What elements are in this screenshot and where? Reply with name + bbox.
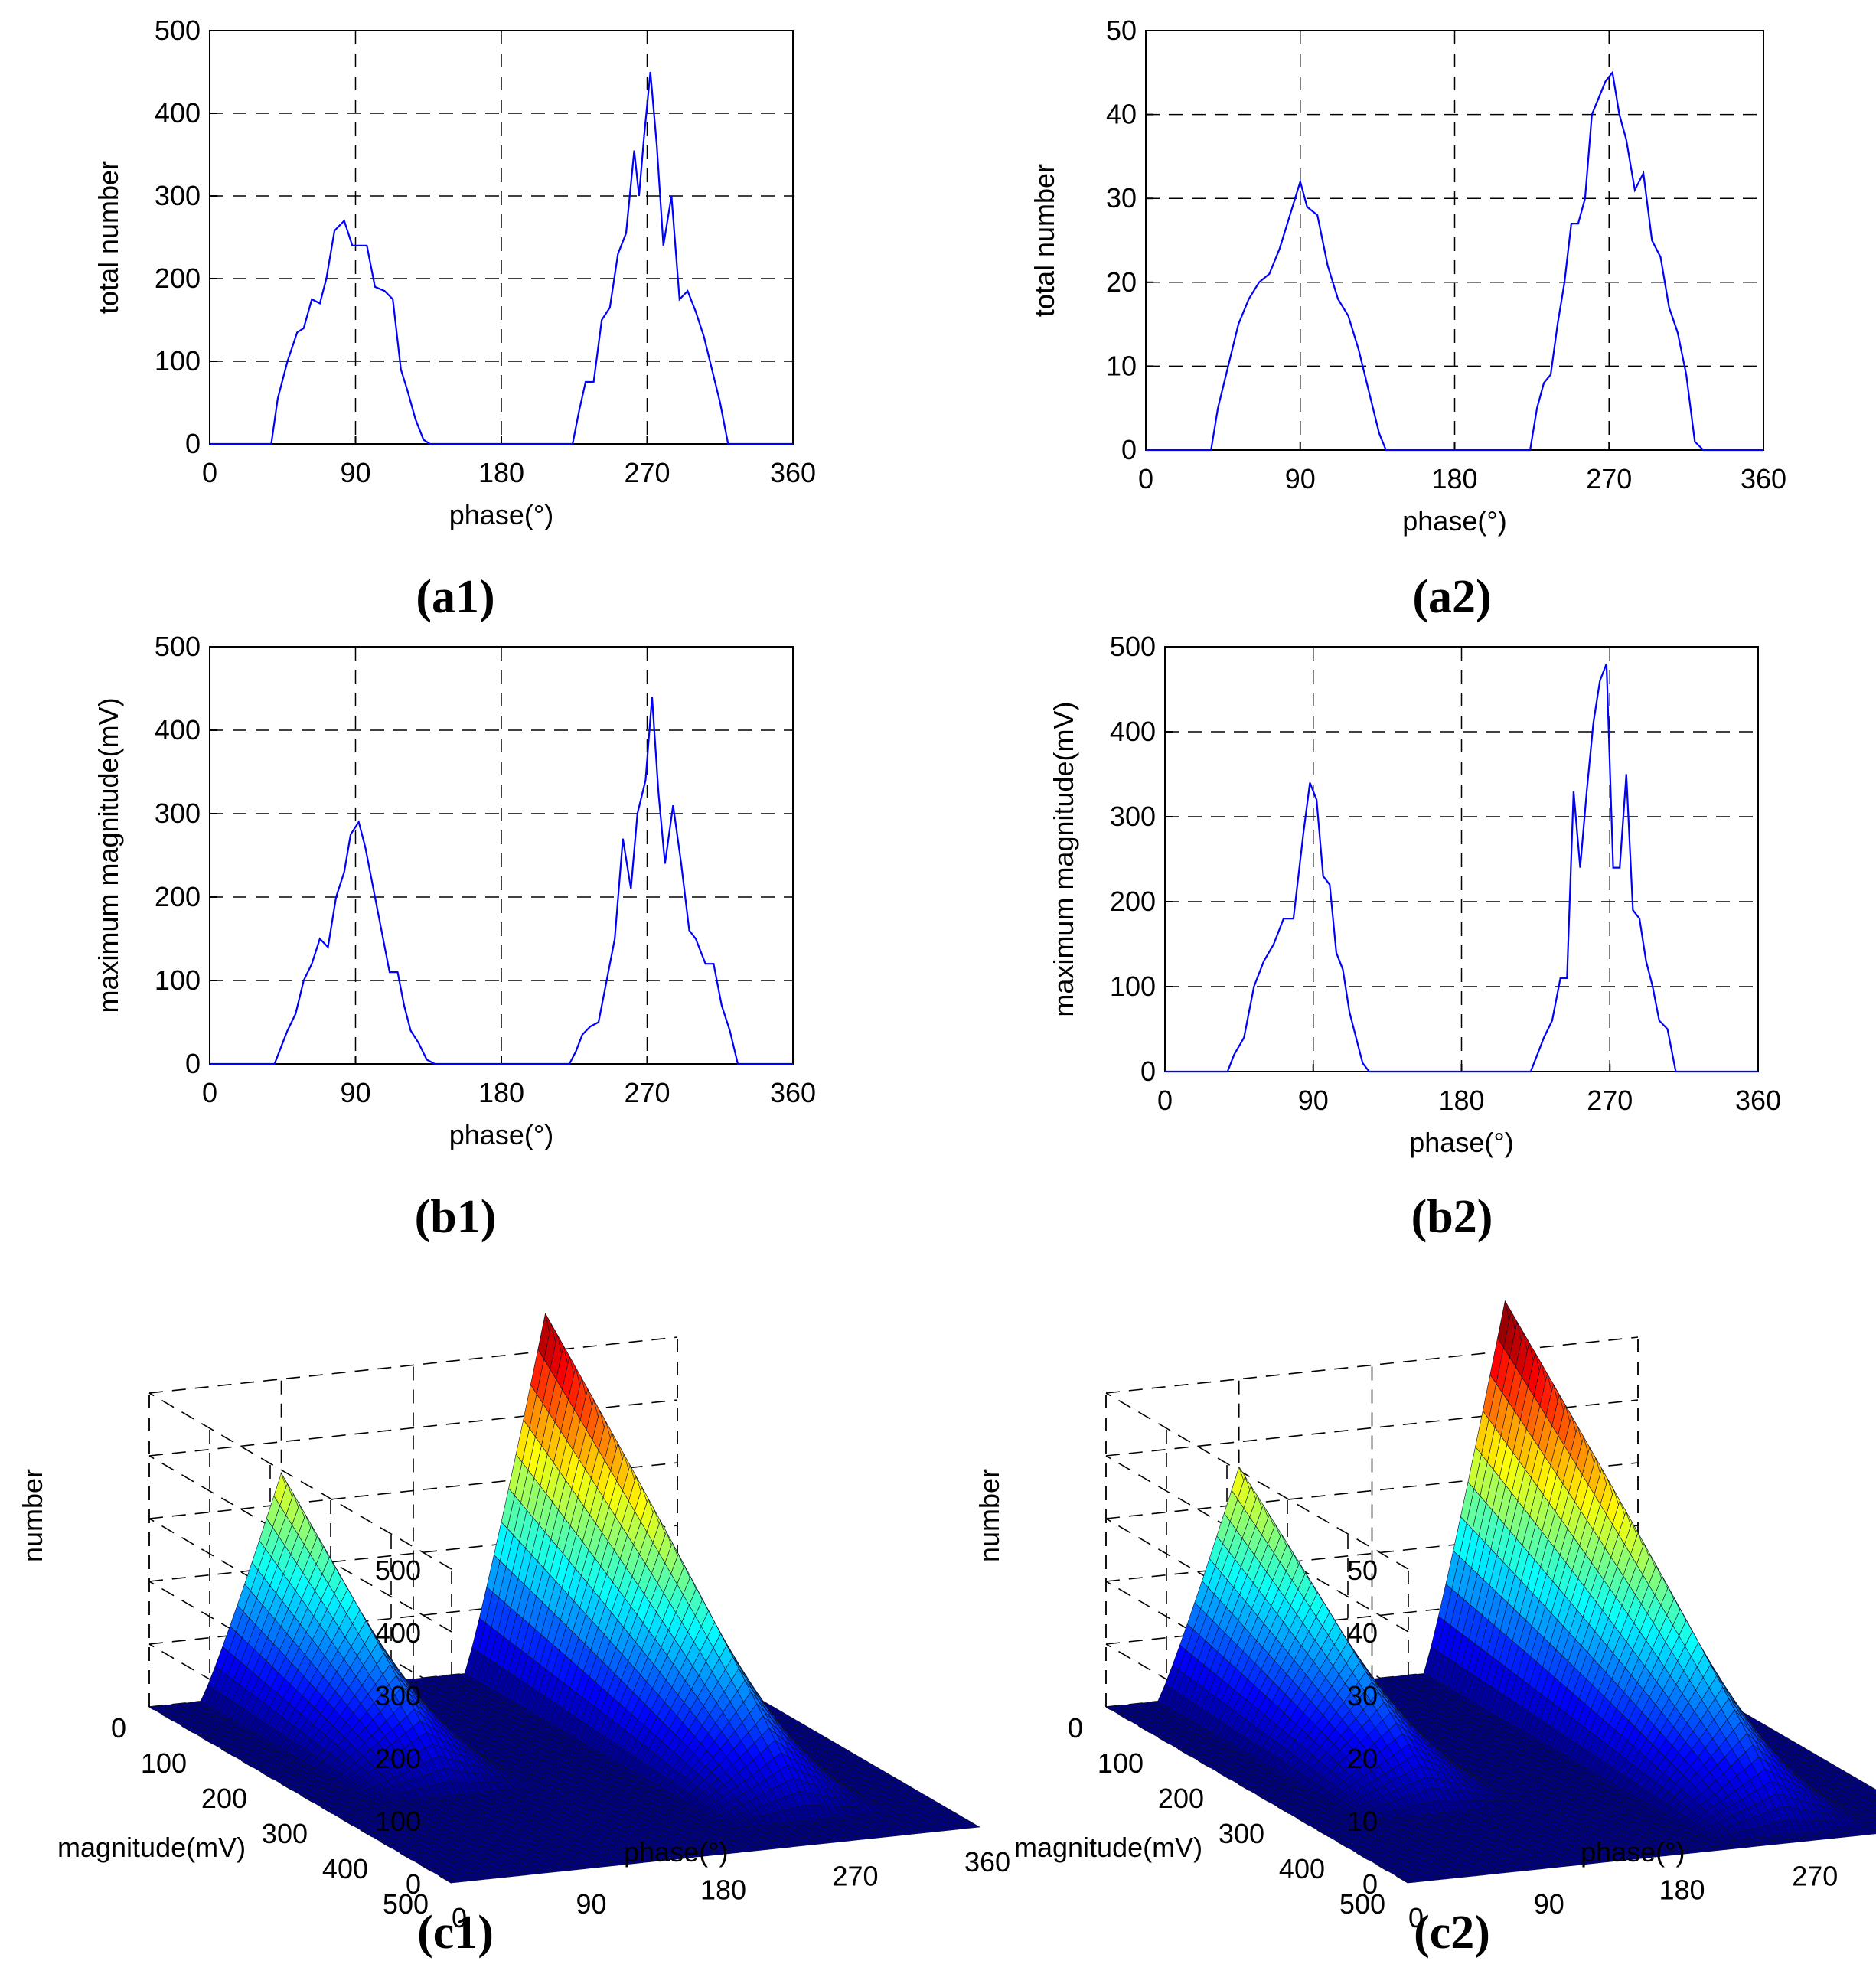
- x-tick-label: 180: [1431, 463, 1477, 494]
- x-tick-label: 90: [340, 457, 370, 488]
- magnitude-tick-label: 200: [201, 1783, 247, 1814]
- grid-line-z-left: [148, 1392, 452, 1570]
- y-tick-label: 10: [1106, 350, 1137, 381]
- z-axis-label: number: [17, 1469, 48, 1562]
- y-tick-label: 500: [155, 15, 201, 46]
- x-tick-label: 360: [770, 1077, 816, 1108]
- grid-line-z-back: [1105, 1336, 1639, 1394]
- y-tick-label: 400: [155, 714, 201, 746]
- magnitude-tick-label: 100: [141, 1747, 187, 1779]
- y-tick-label: 400: [155, 97, 201, 129]
- y-axis-label: maximum magnitude(mV): [1048, 701, 1079, 1016]
- magnitude-tick-label: 0: [111, 1712, 126, 1744]
- x-tick-label: 180: [478, 1077, 524, 1108]
- z-tick-label: 300: [375, 1680, 421, 1711]
- x-tick-label: 270: [1587, 1085, 1633, 1116]
- y-tick-label: 0: [185, 428, 201, 459]
- panel-label: (a2): [1412, 571, 1491, 623]
- series-line: [210, 697, 793, 1065]
- grid-line-z-back: [148, 1336, 678, 1394]
- chart-a2: 0 10 20 30 40 50 0 90 180 270 360 phase(°) total num…: [1029, 15, 1786, 623]
- y-tick-label: 200: [1110, 886, 1156, 917]
- y-tick-label: 100: [155, 964, 201, 996]
- x-tick-label: 90: [340, 1077, 370, 1108]
- panel-label: (b1): [415, 1191, 497, 1243]
- y-axis-label: total number: [93, 161, 124, 314]
- magnitude-tick-label: 300: [262, 1818, 308, 1849]
- y-tick-label: 200: [155, 263, 201, 294]
- grid-line-z-left: [148, 1518, 452, 1695]
- z-tick-label: 400: [375, 1617, 421, 1649]
- y-axis-label: maximum magnitude(mV): [93, 697, 124, 1013]
- x-axis-label: phase(°): [1409, 1127, 1513, 1158]
- x-tick-label: 0: [1138, 463, 1153, 494]
- panel-label: (b2): [1411, 1191, 1493, 1243]
- x-tick-label: 0: [202, 457, 217, 488]
- chart-a1: 0 100 200 300 400 500 0 90 180 270 360 phase(°) tota…: [93, 15, 816, 623]
- x-tick-label: 360: [1741, 463, 1786, 494]
- y-tick-label: 0: [1121, 434, 1137, 465]
- x-axis-label: phase(°): [449, 1119, 553, 1150]
- y-tick-label: 400: [1110, 716, 1156, 747]
- panel-label: (a1): [416, 571, 494, 623]
- phase-tick-label: 90: [576, 1888, 606, 1920]
- x-axis-label: phase(°): [1402, 505, 1506, 537]
- y-tick-label: 100: [1110, 971, 1156, 1002]
- magnitude-tick-label: 400: [322, 1853, 368, 1884]
- phase-tick-label: 270: [832, 1860, 878, 1891]
- y-tick-label: 50: [1106, 15, 1137, 46]
- x-tick-label: 180: [1438, 1085, 1484, 1116]
- z-tick-label: 100: [375, 1806, 421, 1837]
- y-tick-label: 0: [185, 1048, 201, 1079]
- x-tick-label: 270: [624, 1077, 670, 1108]
- x-tick-label: 360: [1735, 1085, 1781, 1116]
- surface: [1105, 1300, 1876, 1884]
- x-tick-label: 180: [478, 457, 524, 488]
- series-line: [1165, 663, 1758, 1073]
- z-tick-label: 500: [375, 1555, 421, 1586]
- y-tick-label: 300: [155, 798, 201, 829]
- magnitude-axis-label: magnitude(mV): [57, 1832, 246, 1863]
- series-line: [210, 71, 793, 445]
- panel-label: (c1): [417, 1907, 494, 1959]
- y-tick-label: 30: [1106, 182, 1137, 214]
- z-tick-label: 200: [375, 1743, 421, 1774]
- phase-axis-label: phase(°): [624, 1836, 728, 1868]
- series-line: [1146, 70, 1763, 452]
- x-axis-label: phase(°): [449, 499, 553, 530]
- y-tick-label: 200: [155, 881, 201, 912]
- y-tick-label: 300: [155, 180, 201, 211]
- y-tick-label: 20: [1106, 266, 1137, 298]
- y-tick-label: 40: [1106, 99, 1137, 130]
- surface: [148, 1313, 980, 1884]
- grid-line-z-left: [148, 1455, 452, 1633]
- x-tick-label: 90: [1285, 463, 1316, 494]
- x-tick-label: 270: [1586, 463, 1632, 494]
- phase-tick-label: 360: [964, 1846, 1010, 1878]
- y-tick-label: 300: [1110, 801, 1156, 832]
- chart-b1: 0 100 200 300 400 500 0 90 180 270 360 phase(°) maxi…: [93, 631, 816, 1243]
- y-tick-label: 500: [1110, 631, 1156, 662]
- y-tick-label: 500: [155, 631, 201, 662]
- y-tick-label: 100: [155, 345, 201, 377]
- phase-tick-label: 180: [700, 1874, 746, 1906]
- chart-b2: 0 100 200 300 400 500 0 90 180 270 360 phase(°) maxi…: [1048, 631, 1781, 1243]
- x-tick-label: 0: [1157, 1085, 1173, 1116]
- chart-c2: 010203040500100200300400500090180270360n…: [974, 1300, 1876, 1959]
- x-tick-label: 360: [770, 457, 816, 488]
- y-axis-label: total number: [1029, 164, 1060, 317]
- y-tick-label: 0: [1140, 1056, 1156, 1087]
- x-tick-label: 270: [624, 457, 670, 488]
- x-tick-label: 0: [202, 1077, 217, 1108]
- x-tick-label: 90: [1298, 1085, 1329, 1116]
